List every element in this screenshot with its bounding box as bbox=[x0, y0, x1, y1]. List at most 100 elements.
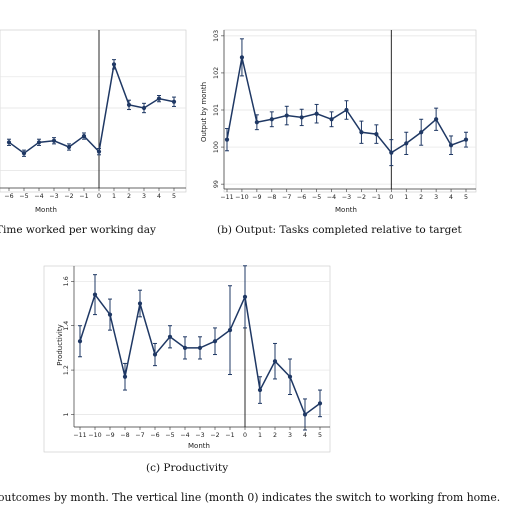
pc-data-point bbox=[287, 374, 293, 379]
pc-x-tick-label: −5 bbox=[165, 432, 174, 439]
pc-data-point bbox=[137, 301, 143, 306]
pb-data-point bbox=[344, 107, 349, 113]
pc-x-tick-label: −4 bbox=[180, 432, 189, 439]
pc-x-tick-label: −9 bbox=[105, 432, 114, 439]
pa-data-point bbox=[81, 133, 87, 139]
pc-data-point bbox=[242, 294, 248, 299]
pc-x-tick-label: −11 bbox=[73, 432, 86, 439]
pb-data-point bbox=[404, 141, 409, 146]
pc-data-point bbox=[212, 339, 218, 344]
figure-caption: outcomes by month. The vertical line (mo… bbox=[0, 491, 501, 504]
pa-x-tick-label: −2 bbox=[64, 193, 73, 200]
pc-data-point bbox=[167, 334, 173, 339]
pb-x-tick-label: −6 bbox=[297, 194, 306, 201]
panel-a-frame bbox=[0, 29, 187, 193]
pc-x-tick-label: 2 bbox=[273, 432, 277, 439]
pa-series-line bbox=[8, 61, 175, 155]
pb-y-tick-label: 101 bbox=[213, 104, 220, 116]
panel-c-x-axis-label: Month bbox=[188, 442, 210, 450]
pb-x-tick-label: 4 bbox=[449, 194, 453, 201]
panel-b-x-ticks: −11 −10 −9 −8 −7 −6 −5 −4 −3 −2 −1 0 1 2 3 4 5 bbox=[220, 189, 468, 201]
pc-data-point bbox=[182, 345, 188, 350]
pa-data-point bbox=[126, 102, 132, 107]
pa-x-tick-label: 2 bbox=[127, 193, 131, 200]
pa-x-tick-label: −6 bbox=[4, 193, 13, 200]
pc-x-tick-label: −3 bbox=[195, 432, 204, 439]
pc-x-tick-label: −8 bbox=[120, 432, 129, 439]
pb-data-point bbox=[419, 130, 424, 135]
pc-x-tick-label: 4 bbox=[303, 432, 307, 439]
pb-data-point bbox=[448, 143, 454, 148]
pc-data-point bbox=[122, 374, 128, 379]
pb-x-tick-label: 1 bbox=[404, 194, 408, 201]
panel-b-frame bbox=[223, 29, 477, 193]
panel-a-x-ticks: −6 −5 −4 −3 −2 −1 0 1 2 3 4 5 bbox=[4, 188, 176, 200]
panel-a-caption: Time worked per working day bbox=[0, 224, 156, 236]
pb-data-point bbox=[314, 111, 319, 116]
pb-x-tick-label: −1 bbox=[372, 194, 381, 201]
pa-data-point bbox=[156, 96, 162, 101]
pc-x-tick-label: −6 bbox=[150, 432, 159, 439]
pc-x-tick-label: −1 bbox=[225, 432, 234, 439]
pb-data-point bbox=[269, 117, 274, 122]
panel-c-caption: (c) Productivity bbox=[146, 462, 229, 474]
pc-data-point bbox=[77, 339, 83, 344]
pb-x-tick-label: −2 bbox=[357, 194, 366, 201]
pc-x-tick-label: 0 bbox=[243, 432, 247, 439]
pc-data-point bbox=[272, 359, 278, 364]
pa-x-tick-label: 4 bbox=[157, 193, 161, 200]
pa-x-tick-label: 0 bbox=[97, 193, 101, 200]
pb-data-point bbox=[463, 137, 469, 142]
pa-data-point bbox=[96, 149, 102, 154]
pc-y-tick-label: 1.4 bbox=[63, 321, 70, 331]
panel-a-plot bbox=[6, 30, 177, 188]
panel-b-plot bbox=[224, 30, 469, 189]
pb-x-tick-label: 5 bbox=[464, 194, 468, 201]
pb-data-point bbox=[224, 137, 230, 142]
pa-data-point bbox=[141, 105, 147, 111]
panel-a-x-axis-label: Month bbox=[35, 206, 57, 214]
pa-data-point bbox=[36, 140, 42, 145]
pb-data-point bbox=[299, 115, 304, 120]
pc-data-point bbox=[227, 328, 233, 333]
pa-x-tick-label: −3 bbox=[49, 193, 58, 200]
pa-x-tick-label: 3 bbox=[142, 193, 146, 200]
pb-y-tick-label: 100 bbox=[213, 141, 220, 153]
pa-data-point bbox=[21, 151, 27, 156]
pc-data-point bbox=[197, 345, 203, 350]
pa-data-point bbox=[66, 144, 72, 150]
pa-data-point bbox=[111, 62, 117, 67]
panel-b-y-axis-label: Output by month bbox=[200, 82, 208, 142]
pb-data-point bbox=[434, 117, 439, 122]
panel-b: −11 −10 −9 −8 −7 −6 −5 −4 −3 −2 −1 0 1 2 3 4 5 991001011… bbox=[200, 29, 477, 214]
pc-x-tick-label: −7 bbox=[135, 432, 144, 439]
pc-x-tick-label: 1 bbox=[258, 432, 262, 439]
pb-data-point bbox=[254, 120, 259, 125]
pb-y-tick-label: 99 bbox=[213, 180, 220, 188]
pc-x-tick-label: 5 bbox=[318, 432, 322, 439]
pb-y-tick-label: 103 bbox=[213, 30, 220, 42]
pb-x-tick-label: 2 bbox=[419, 194, 423, 201]
pc-y-tick-label: 1.6 bbox=[63, 276, 70, 286]
pb-x-tick-label: −8 bbox=[267, 194, 276, 201]
pc-data-point bbox=[317, 401, 323, 406]
pb-data-point bbox=[374, 131, 379, 137]
pb-x-tick-label: −5 bbox=[312, 194, 321, 201]
pa-data-point bbox=[51, 138, 57, 143]
pa-x-tick-label: −5 bbox=[19, 193, 28, 200]
pb-data-point bbox=[329, 117, 334, 122]
pc-data-point bbox=[152, 352, 158, 357]
pc-y-tick-label: 1.2 bbox=[63, 365, 70, 375]
panel-b-grid bbox=[223, 30, 476, 190]
pc-data-point bbox=[92, 292, 98, 297]
pc-x-tick-label: 3 bbox=[288, 432, 292, 439]
panel-b-x-axis-label: Month bbox=[335, 206, 357, 214]
pb-x-tick-label: −3 bbox=[342, 194, 351, 201]
panel-b-caption: (b) Output: Tasks completed relative to … bbox=[217, 224, 462, 236]
pc-data-point bbox=[107, 312, 113, 317]
pb-x-tick-label: −9 bbox=[252, 194, 261, 201]
pb-x-tick-label: −11 bbox=[220, 194, 233, 201]
pb-x-tick-label: −10 bbox=[235, 194, 248, 201]
panel-a: −6 −5 −4 −3 −2 −1 0 1 2 3 4 5 Month bbox=[0, 29, 187, 214]
pa-x-tick-label: −1 bbox=[79, 193, 88, 200]
